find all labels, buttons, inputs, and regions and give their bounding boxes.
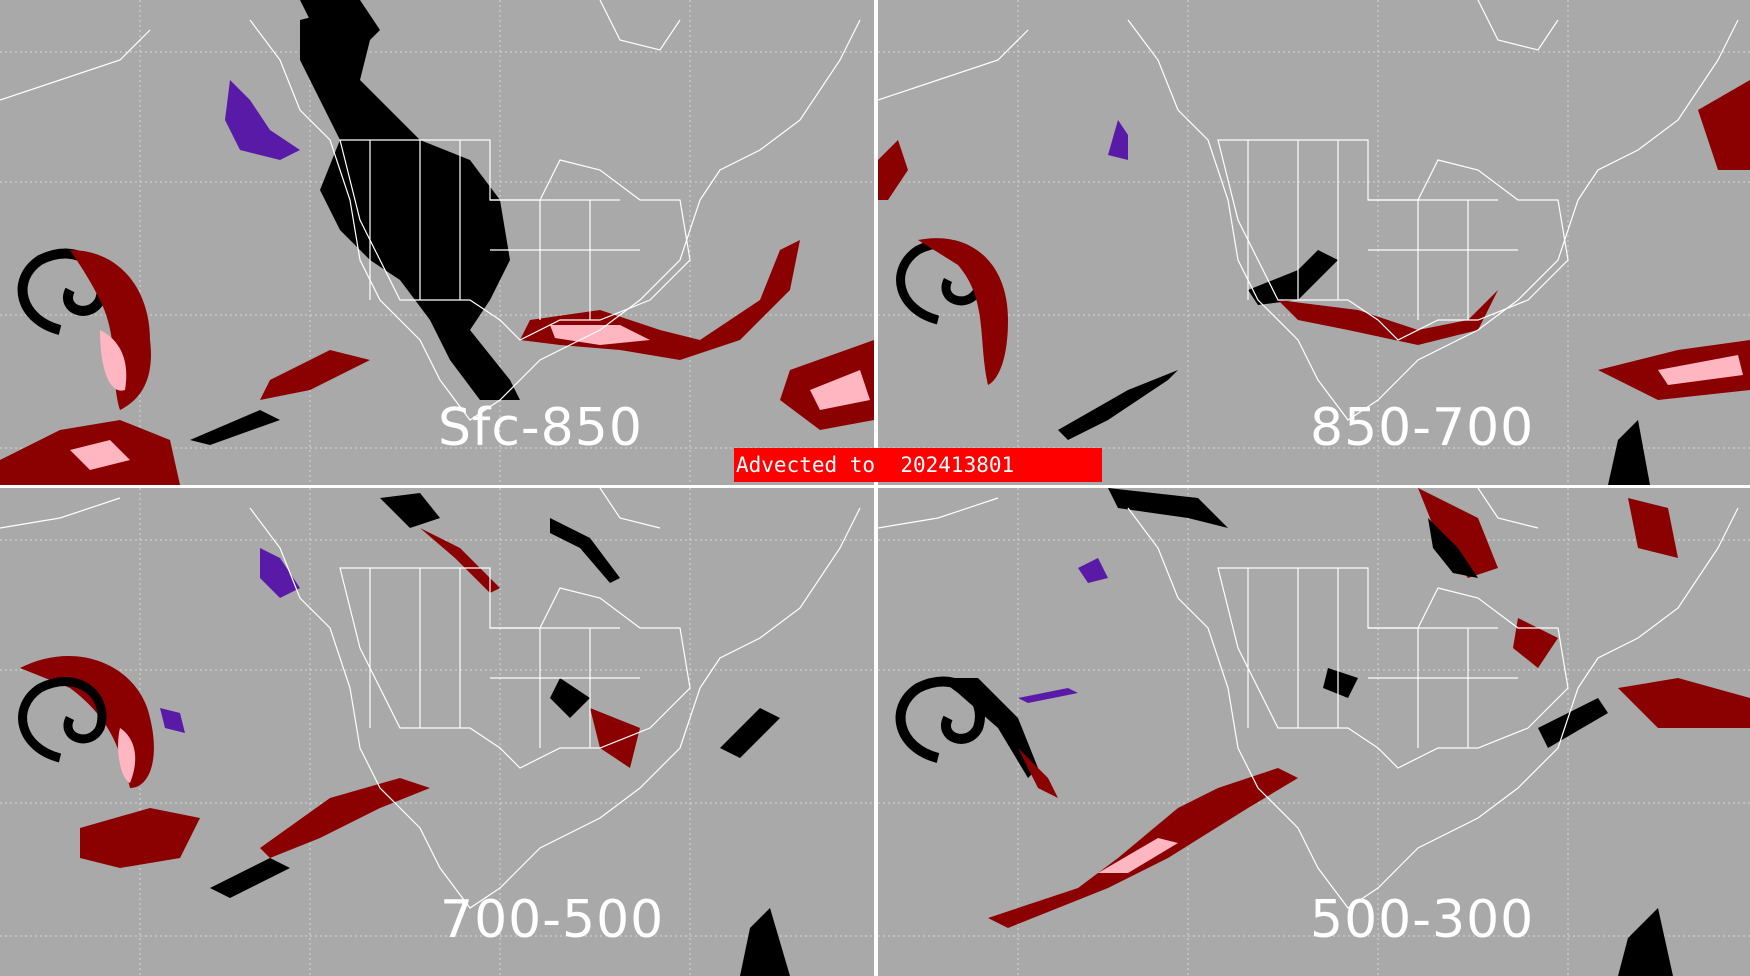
cloud-red-se [1618, 678, 1750, 728]
cloud-black-west [300, 10, 520, 400]
cloud-purple [225, 80, 300, 160]
cloud-black-band [1058, 370, 1178, 440]
panel-divider-horizontal [0, 485, 1750, 488]
cloud-black-south [1618, 908, 1673, 976]
cloud-black-south [1608, 420, 1650, 485]
cloud-pink-sw [70, 440, 130, 470]
cloud-purple [1108, 120, 1128, 160]
map-outlines [0, 0, 861, 421]
cloud-black-north [300, 0, 380, 60]
cloud-pink-se [810, 370, 870, 410]
panel-sfc-850: Sfc-850 [0, 0, 874, 485]
cloud-purple-small [160, 708, 185, 733]
cloud-black-se [720, 708, 780, 758]
map-500-300 [878, 488, 1750, 976]
cloud-red-ne [1698, 80, 1750, 170]
cloud-black-north [380, 493, 440, 528]
panel-divider-vertical [874, 0, 878, 976]
cloud-pink-east [550, 325, 650, 345]
cloud-black-south [740, 908, 790, 976]
layer-label-850-700: 850-700 [1310, 398, 1535, 458]
cloud-red-west [878, 140, 908, 200]
map-850-700 [878, 0, 1750, 485]
layer-label-sfc-850: Sfc-850 [438, 398, 643, 458]
layer-label-700-500: 700-500 [440, 890, 665, 950]
cloud-purple [1078, 558, 1108, 583]
cloud-black-mid [1248, 250, 1338, 305]
cloud-red-swirl [70, 250, 151, 410]
cloud-black-se [1538, 698, 1608, 748]
panel-850-700: 850-700 [878, 0, 1750, 485]
cloud-pink-se [1658, 355, 1743, 385]
cloud-black-jet [550, 518, 620, 583]
cloud-red-jet [420, 528, 500, 593]
map-700-500 [0, 488, 874, 976]
cloud-purple-mid [1018, 688, 1078, 703]
cloud-purple [260, 548, 300, 598]
cloud-black-band [190, 410, 280, 445]
panel-500-300: 500-300 [878, 488, 1750, 976]
cloud-red-band [260, 350, 370, 400]
cloud-red-ne [1418, 488, 1498, 578]
cloud-black-east [550, 678, 590, 718]
cloud-pink-swirl [100, 330, 127, 391]
cloud-red-east [1513, 618, 1558, 668]
cloud-red-sw [80, 808, 200, 868]
graticule [0, 488, 874, 976]
cloud-red-far-ne [1628, 498, 1678, 558]
cloud-black-ne [1428, 518, 1478, 578]
cloud-black-center [1323, 668, 1358, 698]
graticule [878, 488, 1750, 976]
cloud-black-north [1108, 488, 1228, 528]
map-outlines [878, 0, 1739, 421]
advected-banner: Advected to 202413801 [734, 448, 1102, 482]
cloud-black-band [210, 858, 290, 898]
map-outlines [878, 488, 1739, 909]
cloud-red-band [260, 778, 430, 858]
map-sfc-850 [0, 0, 874, 485]
cloud-black-swirl-tail [938, 678, 1038, 778]
map-outlines [0, 488, 861, 909]
layer-label-500-300: 500-300 [1310, 890, 1535, 950]
cloud-swirl [18, 677, 107, 763]
panel-700-500: 700-500 [0, 488, 874, 976]
cloud-pink-swirl [118, 728, 136, 783]
cloud-red-east [520, 240, 800, 360]
cloud-red-east [590, 708, 640, 768]
cloud-pink-band [1098, 838, 1178, 873]
cloud-red-mid [1278, 290, 1498, 345]
cloud-red-swirl [1018, 748, 1058, 798]
cloud-red-swirl [918, 238, 1008, 385]
